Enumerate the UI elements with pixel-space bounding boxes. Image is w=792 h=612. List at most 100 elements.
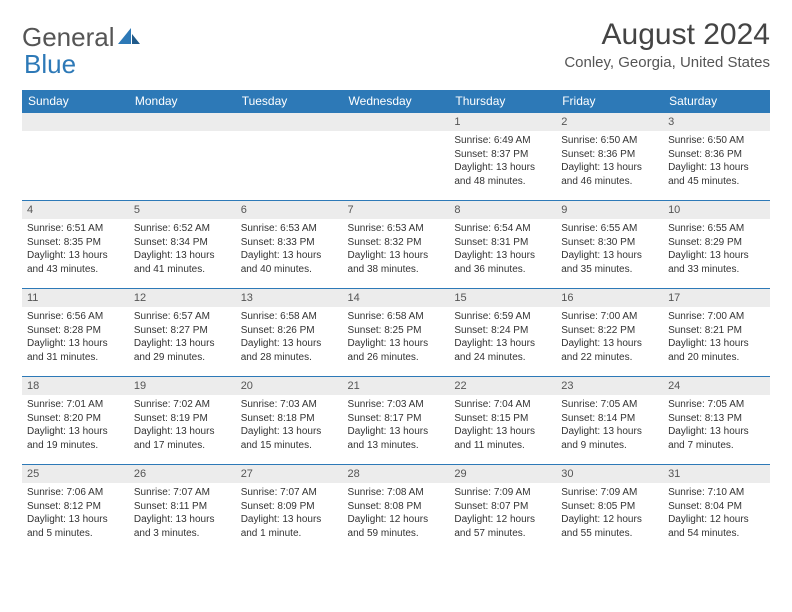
calendar-cell: 21Sunrise: 7:03 AMSunset: 8:17 PMDayligh… (343, 377, 450, 465)
day-details: Sunrise: 6:52 AMSunset: 8:34 PMDaylight:… (129, 219, 236, 280)
day-number: 21 (343, 377, 450, 395)
calendar-cell (343, 113, 450, 201)
calendar-cell: 25Sunrise: 7:06 AMSunset: 8:12 PMDayligh… (22, 465, 129, 553)
day-number: 1 (449, 113, 556, 131)
day-number: 18 (22, 377, 129, 395)
day-number: 29 (449, 465, 556, 483)
day-details: Sunrise: 7:03 AMSunset: 8:17 PMDaylight:… (343, 395, 450, 456)
day-number: 6 (236, 201, 343, 219)
day-number: 22 (449, 377, 556, 395)
day-details: Sunrise: 7:03 AMSunset: 8:18 PMDaylight:… (236, 395, 343, 456)
day-number: 15 (449, 289, 556, 307)
day-number: 3 (663, 113, 770, 131)
day-number: 30 (556, 465, 663, 483)
calendar-cell (129, 113, 236, 201)
calendar-cell: 28Sunrise: 7:08 AMSunset: 8:08 PMDayligh… (343, 465, 450, 553)
day-details: Sunrise: 6:58 AMSunset: 8:25 PMDaylight:… (343, 307, 450, 368)
day-number: 16 (556, 289, 663, 307)
day-header: Monday (129, 90, 236, 113)
day-number: 12 (129, 289, 236, 307)
day-number: 19 (129, 377, 236, 395)
day-number: 23 (556, 377, 663, 395)
day-number: 9 (556, 201, 663, 219)
day-details: Sunrise: 6:55 AMSunset: 8:29 PMDaylight:… (663, 219, 770, 280)
day-details: Sunrise: 7:01 AMSunset: 8:20 PMDaylight:… (22, 395, 129, 456)
day-number: 26 (129, 465, 236, 483)
day-number: 2 (556, 113, 663, 131)
day-details: Sunrise: 7:08 AMSunset: 8:08 PMDaylight:… (343, 483, 450, 544)
day-number (343, 113, 450, 131)
day-number: 27 (236, 465, 343, 483)
day-details: Sunrise: 6:56 AMSunset: 8:28 PMDaylight:… (22, 307, 129, 368)
day-header: Thursday (449, 90, 556, 113)
calendar-cell: 17Sunrise: 7:00 AMSunset: 8:21 PMDayligh… (663, 289, 770, 377)
day-details: Sunrise: 7:10 AMSunset: 8:04 PMDaylight:… (663, 483, 770, 544)
calendar-cell: 4Sunrise: 6:51 AMSunset: 8:35 PMDaylight… (22, 201, 129, 289)
day-details: Sunrise: 7:04 AMSunset: 8:15 PMDaylight:… (449, 395, 556, 456)
brand-sail-icon (118, 22, 140, 53)
calendar-cell: 23Sunrise: 7:05 AMSunset: 8:14 PMDayligh… (556, 377, 663, 465)
calendar-cell: 8Sunrise: 6:54 AMSunset: 8:31 PMDaylight… (449, 201, 556, 289)
calendar-cell: 12Sunrise: 6:57 AMSunset: 8:27 PMDayligh… (129, 289, 236, 377)
calendar-cell: 20Sunrise: 7:03 AMSunset: 8:18 PMDayligh… (236, 377, 343, 465)
day-header: Wednesday (343, 90, 450, 113)
day-number: 4 (22, 201, 129, 219)
day-details: Sunrise: 7:05 AMSunset: 8:14 PMDaylight:… (556, 395, 663, 456)
day-number: 10 (663, 201, 770, 219)
day-details: Sunrise: 7:02 AMSunset: 8:19 PMDaylight:… (129, 395, 236, 456)
day-details: Sunrise: 7:07 AMSunset: 8:09 PMDaylight:… (236, 483, 343, 544)
day-details: Sunrise: 6:53 AMSunset: 8:32 PMDaylight:… (343, 219, 450, 280)
calendar-body: 1Sunrise: 6:49 AMSunset: 8:37 PMDaylight… (22, 113, 770, 553)
day-details: Sunrise: 6:57 AMSunset: 8:27 PMDaylight:… (129, 307, 236, 368)
day-number: 25 (22, 465, 129, 483)
calendar-cell: 18Sunrise: 7:01 AMSunset: 8:20 PMDayligh… (22, 377, 129, 465)
calendar-cell: 31Sunrise: 7:10 AMSunset: 8:04 PMDayligh… (663, 465, 770, 553)
month-title: August 2024 (564, 18, 770, 52)
day-details: Sunrise: 6:50 AMSunset: 8:36 PMDaylight:… (663, 131, 770, 192)
calendar-cell: 11Sunrise: 6:56 AMSunset: 8:28 PMDayligh… (22, 289, 129, 377)
day-number: 8 (449, 201, 556, 219)
day-details: Sunrise: 6:53 AMSunset: 8:33 PMDaylight:… (236, 219, 343, 280)
day-number: 31 (663, 465, 770, 483)
day-header: Sunday (22, 90, 129, 113)
calendar-cell: 9Sunrise: 6:55 AMSunset: 8:30 PMDaylight… (556, 201, 663, 289)
calendar-cell: 10Sunrise: 6:55 AMSunset: 8:29 PMDayligh… (663, 201, 770, 289)
calendar-cell: 29Sunrise: 7:09 AMSunset: 8:07 PMDayligh… (449, 465, 556, 553)
calendar-cell: 19Sunrise: 7:02 AMSunset: 8:19 PMDayligh… (129, 377, 236, 465)
day-number: 24 (663, 377, 770, 395)
day-number: 28 (343, 465, 450, 483)
calendar-cell: 14Sunrise: 6:58 AMSunset: 8:25 PMDayligh… (343, 289, 450, 377)
day-header: Friday (556, 90, 663, 113)
day-number: 14 (343, 289, 450, 307)
day-details: Sunrise: 6:49 AMSunset: 8:37 PMDaylight:… (449, 131, 556, 192)
day-header: Tuesday (236, 90, 343, 113)
day-details: Sunrise: 6:55 AMSunset: 8:30 PMDaylight:… (556, 219, 663, 280)
day-header: Saturday (663, 90, 770, 113)
calendar-cell: 2Sunrise: 6:50 AMSunset: 8:36 PMDaylight… (556, 113, 663, 201)
calendar-cell (236, 113, 343, 201)
calendar-cell: 16Sunrise: 7:00 AMSunset: 8:22 PMDayligh… (556, 289, 663, 377)
calendar-cell: 22Sunrise: 7:04 AMSunset: 8:15 PMDayligh… (449, 377, 556, 465)
calendar-week: 4Sunrise: 6:51 AMSunset: 8:35 PMDaylight… (22, 201, 770, 289)
calendar-cell: 15Sunrise: 6:59 AMSunset: 8:24 PMDayligh… (449, 289, 556, 377)
calendar-cell: 24Sunrise: 7:05 AMSunset: 8:13 PMDayligh… (663, 377, 770, 465)
calendar-week: 25Sunrise: 7:06 AMSunset: 8:12 PMDayligh… (22, 465, 770, 553)
location: Conley, Georgia, United States (564, 54, 770, 71)
calendar-cell: 26Sunrise: 7:07 AMSunset: 8:11 PMDayligh… (129, 465, 236, 553)
day-number (22, 113, 129, 131)
calendar-cell: 5Sunrise: 6:52 AMSunset: 8:34 PMDaylight… (129, 201, 236, 289)
day-number: 17 (663, 289, 770, 307)
day-details: Sunrise: 7:09 AMSunset: 8:05 PMDaylight:… (556, 483, 663, 544)
day-number (236, 113, 343, 131)
calendar-head: SundayMondayTuesdayWednesdayThursdayFrid… (22, 90, 770, 113)
day-number: 20 (236, 377, 343, 395)
day-details: Sunrise: 6:58 AMSunset: 8:26 PMDaylight:… (236, 307, 343, 368)
day-details: Sunrise: 6:50 AMSunset: 8:36 PMDaylight:… (556, 131, 663, 192)
calendar-cell: 13Sunrise: 6:58 AMSunset: 8:26 PMDayligh… (236, 289, 343, 377)
calendar-table: SundayMondayTuesdayWednesdayThursdayFrid… (22, 90, 770, 553)
day-details: Sunrise: 6:59 AMSunset: 8:24 PMDaylight:… (449, 307, 556, 368)
day-details: Sunrise: 6:54 AMSunset: 8:31 PMDaylight:… (449, 219, 556, 280)
calendar-cell: 7Sunrise: 6:53 AMSunset: 8:32 PMDaylight… (343, 201, 450, 289)
calendar-cell: 27Sunrise: 7:07 AMSunset: 8:09 PMDayligh… (236, 465, 343, 553)
day-details: Sunrise: 7:00 AMSunset: 8:21 PMDaylight:… (663, 307, 770, 368)
